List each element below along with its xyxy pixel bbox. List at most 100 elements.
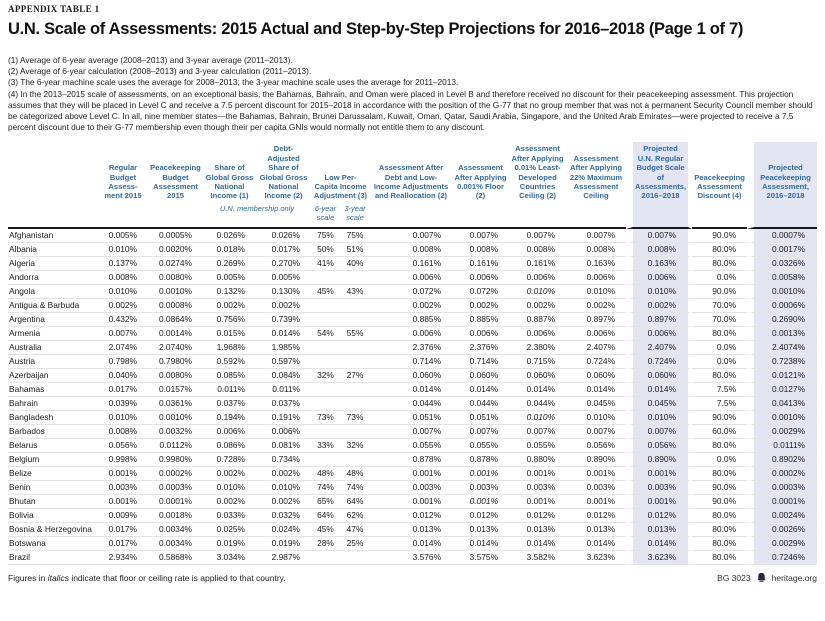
- value-cell: 0.0013%: [747, 327, 818, 342]
- value-cell: [340, 551, 371, 566]
- value-cell: 27%: [340, 369, 371, 384]
- value-cell: 0.880%: [509, 453, 567, 468]
- table-row: Albania 0.010% 0.0020% 0.018% 0.017% 50% 51% 0.…: [8, 243, 818, 258]
- value-cell: [340, 271, 371, 286]
- value-cell: 0.039%: [98, 397, 148, 412]
- value-cell: 65%: [311, 495, 340, 510]
- table-row: Belarus 0.056% 0.0112% 0.086% 0.081% 33% 32% 0.…: [8, 439, 818, 454]
- value-cell: 0.008%: [98, 271, 148, 286]
- value-cell: 0.0034%: [148, 523, 203, 538]
- subheader-empty: [98, 203, 148, 230]
- value-cell: [340, 341, 371, 356]
- value-cell: 0.0010%: [148, 285, 203, 300]
- value-cell: 0.012%: [509, 509, 567, 524]
- table-row: Bahamas 0.017% 0.0157% 0.011% 0.011% 0.014% 0.…: [8, 383, 818, 398]
- value-cell: 0.0080%: [148, 271, 203, 286]
- value-cell: 0.270%: [256, 257, 311, 272]
- value-cell: [311, 355, 340, 370]
- value-cell: 0.005%: [203, 271, 256, 286]
- value-cell: [340, 397, 371, 412]
- value-cell: 0.084%: [256, 369, 311, 384]
- doc-meta: BG 3023 heritage.org: [717, 572, 817, 583]
- value-cell: 0.878%: [370, 453, 453, 468]
- value-cell: 0.897%: [566, 313, 627, 328]
- value-cell: [311, 313, 340, 328]
- value-cell: 0.0032%: [148, 425, 203, 440]
- value-cell: 0.003%: [98, 481, 148, 496]
- value-cell: 0.003%: [452, 481, 510, 496]
- value-cell: 2.987%: [256, 551, 311, 566]
- value-cell: 0.033%: [203, 509, 256, 524]
- value-cell: [311, 425, 340, 440]
- value-cell: 0.001%: [370, 495, 453, 510]
- value-cell: 0.890%: [566, 453, 627, 468]
- value-cell: 2.0740%: [148, 341, 203, 356]
- value-cell: 0.010%: [509, 285, 567, 300]
- subheader-empty: [566, 203, 627, 230]
- site-link[interactable]: heritage.org: [771, 572, 817, 583]
- value-cell: 0.007%: [98, 327, 148, 342]
- value-cell: 50%: [311, 243, 340, 258]
- value-cell: 0.012%: [626, 509, 693, 524]
- value-cell: 0.013%: [566, 523, 627, 538]
- value-cell: 0.878%: [452, 453, 510, 468]
- table-row: Botswana 0.017% 0.0034% 0.019% 0.019% 28% 25% 0…: [8, 537, 818, 552]
- country-cell: Armenia: [8, 327, 98, 342]
- value-cell: 0.007%: [509, 229, 567, 244]
- value-cell: 0.890%: [626, 453, 693, 468]
- country-cell: Bangladesh: [8, 411, 98, 426]
- subheader-empty: [747, 202, 818, 230]
- value-cell: 2.074%: [98, 341, 148, 356]
- value-cell: 0.056%: [566, 439, 627, 454]
- subheader-empty: [452, 203, 510, 230]
- value-cell: 0.013%: [452, 523, 510, 538]
- country-cell: Barbados: [8, 425, 98, 440]
- value-cell: 0.724%: [566, 355, 627, 370]
- col-header-low-per-capita-adjustment: Low Per-Capita Income Adjustment (3): [313, 172, 368, 201]
- table-notes: (1) Average of 6-year average (2008–2013…: [8, 55, 817, 133]
- value-cell: 51%: [340, 243, 371, 258]
- value-cell: 0.014%: [626, 537, 693, 552]
- liberty-bell-icon: [757, 573, 766, 583]
- value-cell: 0.0413%: [747, 397, 818, 412]
- value-cell: 0.008%: [452, 243, 510, 258]
- value-cell: 0.0010%: [747, 411, 818, 426]
- value-cell: 0.724%: [626, 355, 693, 370]
- value-cell: 80.0%: [692, 467, 748, 482]
- country-cell: Afghanistan: [8, 229, 98, 244]
- value-cell: 0.0002%: [148, 467, 203, 482]
- value-cell: 3.576%: [370, 551, 453, 566]
- document-page: APPENDIX TABLE 1 U.N. Scale of Assessmen…: [8, 4, 818, 583]
- subheader-3-year-scale: 3-year scale: [340, 203, 371, 230]
- value-cell: 0.5868%: [148, 551, 203, 566]
- col-header-after-floor: Assessment After Applying 0.001% Floor (…: [454, 163, 507, 201]
- value-cell: 0.0003%: [747, 481, 818, 496]
- value-cell: 0.055%: [370, 439, 453, 454]
- value-cell: 0.597%: [256, 355, 311, 370]
- subheader-empty: [692, 203, 748, 230]
- value-cell: 55%: [340, 327, 371, 342]
- value-cell: 0.269%: [203, 257, 256, 272]
- value-cell: 0.0864%: [148, 313, 203, 328]
- value-cell: 0.2690%: [747, 313, 818, 328]
- country-cell: Benin: [8, 481, 98, 496]
- table-row: Australia 2.074% 2.0740% 1.968% 1.985% 2.376%…: [8, 341, 818, 356]
- table-row: Azerbaijan 0.040% 0.0080% 0.085% 0.084% 32% 27…: [8, 369, 818, 384]
- value-cell: 0.002%: [370, 299, 453, 314]
- value-cell: 0.060%: [566, 369, 627, 384]
- value-cell: 0.0006%: [747, 299, 818, 314]
- value-cell: 0.037%: [203, 397, 256, 412]
- table-row: Argentina 0.432% 0.0864% 0.756% 0.739% 0.885%…: [8, 313, 818, 328]
- value-cell: 0.191%: [256, 411, 311, 426]
- table-row: Belize 0.001% 0.0002% 0.002% 0.002% 48% 48% 0.0…: [8, 467, 818, 482]
- col-header-projected-peacekeeping: Projected Peacekeeping Assessment, 2016–…: [747, 142, 818, 203]
- value-cell: 3.034%: [203, 551, 256, 566]
- col-header-country: [8, 142, 98, 202]
- page-title: U.N. Scale of Assessments: 2015 Actual a…: [8, 20, 744, 38]
- value-cell: 90.0%: [692, 229, 748, 244]
- value-cell: 2.376%: [370, 341, 453, 356]
- value-cell: 0.007%: [566, 229, 627, 244]
- value-cell: 0.0157%: [148, 383, 203, 398]
- country-cell: Bolivia: [8, 509, 98, 524]
- col-header-regular-budget-2015: Regular Budget Assess-ment 2015: [104, 163, 142, 201]
